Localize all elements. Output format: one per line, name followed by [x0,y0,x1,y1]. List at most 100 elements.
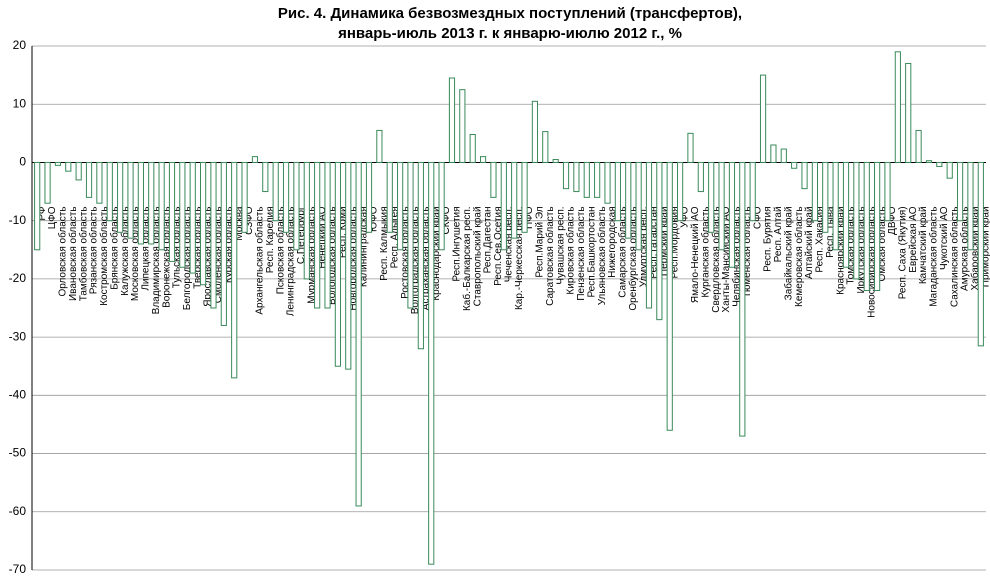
bar [552,159,559,163]
x-tick-label: Кировская область [565,206,577,294]
bar [583,161,590,198]
bar [314,161,321,309]
x-tick-label: ПФО [524,206,535,229]
x-tick-label: Респ.Татарстан [649,206,660,278]
x-tick-label: Ивановская область [67,206,79,301]
x-tick-label: Сахалинская область [948,206,960,307]
y-tick-label: -30 [9,329,27,343]
x-tick-label: Респ. Хакасия [815,206,826,272]
bar [739,161,746,437]
bar [106,161,113,222]
bar [915,129,922,163]
bar [905,62,912,163]
bar [697,161,704,193]
x-tick-label: Красноярский край [835,206,846,294]
x-tick-label: Ненецкий АО [317,206,328,268]
bar [85,161,93,198]
x-tick-label: Респ. Коми [338,206,349,258]
x-tick-label: Респ.Марий Эл [535,206,546,277]
bar [967,161,974,251]
x-tick-label: Респ.Башкортостан [586,206,597,297]
y-tick-label: -20 [9,271,27,285]
x-tick-label: Архангельская область [254,206,266,314]
x-tick-label: ДВФО [887,206,898,235]
bar [65,161,72,172]
bar [946,161,953,179]
x-tick-label: Кемеровская область [793,206,805,307]
bar [718,161,725,251]
y-tick-label: 0 [19,155,26,169]
x-tick-label: Костромская область [98,206,110,305]
bar [262,161,269,193]
x-tick-label: Забайкальский край [782,206,794,300]
bar [822,161,829,233]
x-tick-label: Чеченская респ. [503,206,514,282]
y-tick-label: -60 [9,504,27,518]
bar [448,77,456,163]
bar [54,161,62,166]
x-tick-label: СЗФО [244,206,255,235]
bar [469,133,476,163]
x-tick-label: ЦФО [47,206,58,229]
x-tick-label: Калининградская [358,206,369,287]
bar [417,161,424,350]
x-tick-label: Орловская область [57,206,69,296]
bar [666,161,673,431]
bar [780,148,787,163]
bar [677,161,684,222]
x-tick-label: Ульяновская область [596,206,608,305]
y-tick-label: 20 [13,38,27,52]
bar [220,161,227,326]
x-tick-label: Удмуртская респ. [638,206,649,287]
bar [75,161,82,181]
x-tick-label: Ханты-Мансийский АО [721,206,732,312]
bar [573,161,580,193]
bar [635,161,642,251]
x-tick-label: СКФО [441,206,452,234]
bar [282,161,290,233]
x-tick-label: Саратовская область [544,206,556,305]
x-tick-label: Респ.Сев.Осетия [493,206,504,285]
bar [365,161,373,233]
x-tick-label: Респ. Тыва [825,206,836,258]
bar [272,161,279,222]
y-tick-label: -40 [9,388,27,402]
bar [324,161,331,309]
x-tick-label: Респ.Ингушетия [452,206,463,281]
bar [811,161,818,222]
bar [96,161,103,204]
x-tick-label: Ямало-Ненецкий АО [690,206,701,303]
bar [708,161,715,233]
x-tick-label: Ставропольский край [472,206,483,306]
bar [511,161,518,239]
bar [428,161,435,565]
bar [531,100,539,163]
bar [407,161,414,309]
bar [977,161,984,347]
bar [791,161,798,169]
bar [956,161,964,222]
y-tick-label: 10 [13,96,27,110]
x-tick-label: Камчатский край [918,206,929,284]
x-tick-label: Респ. Карелия [265,206,276,273]
bar [241,161,248,233]
bar [894,51,901,163]
bar [759,74,767,163]
bar [117,161,124,233]
bar [479,156,487,163]
bar [200,161,207,286]
x-tick-label: Калужская область [119,206,131,295]
bar [801,161,808,190]
bar [127,161,134,239]
x-tick-label: Нижегородская [607,206,618,277]
bar [34,161,41,251]
x-tick-label: Респ. Алтай [773,206,784,262]
bar [542,131,549,163]
bar [842,161,850,268]
bar [749,161,756,222]
x-tick-label: Магаданская область [928,206,940,306]
bar [397,161,404,251]
x-tick-label: Респ.Мордовия [669,206,680,278]
bar [251,156,259,163]
